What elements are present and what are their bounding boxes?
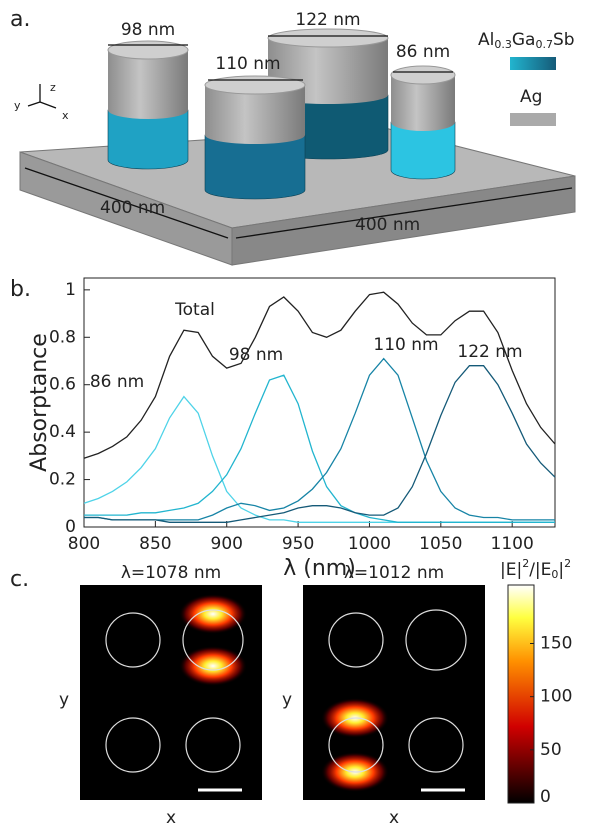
x-axis-label: λ (nm) — [283, 556, 356, 581]
series-label: 110 nm — [373, 335, 438, 355]
substrate-right — [231, 175, 576, 266]
cylinder-lower — [107, 109, 189, 170]
x-tick-label: 900 — [211, 534, 243, 554]
metal-label: Ag — [520, 87, 542, 107]
map-title: λ=1012 nm — [344, 563, 444, 583]
cylinder-lower — [390, 121, 456, 180]
resonator-outline — [182, 609, 244, 671]
resonator-outline — [328, 717, 384, 773]
text: /|E — [529, 560, 551, 580]
field-hotspot — [179, 646, 247, 686]
resonator-outline — [405, 609, 467, 671]
text: |E| — [500, 560, 522, 580]
diameter-label: 122 nm — [295, 10, 360, 30]
x-tick-label: 1000 — [348, 534, 391, 554]
colorbar-tick-label: 0 — [540, 787, 551, 807]
series-line — [83, 291, 556, 459]
y-tick-label: 0 — [65, 517, 76, 537]
series-line — [83, 395, 555, 523]
field-hotspot — [179, 594, 247, 634]
dimension-arrows — [24, 35, 573, 239]
diameter-label: 110 nm — [215, 54, 280, 74]
resonator-outline — [105, 612, 161, 668]
axis-label: z — [50, 81, 56, 94]
diameter-label: 98 nm — [121, 20, 175, 40]
map-title: λ=1078 nm — [121, 563, 221, 583]
x-tick-label: 950 — [282, 534, 314, 554]
x-tick-label: 1050 — [419, 534, 462, 554]
map-axis-label: x — [389, 808, 399, 828]
y-tick-label: 0.8 — [49, 327, 76, 347]
colorbar-tick-label: 50 — [540, 740, 562, 760]
x-tick-label: 850 — [139, 534, 171, 554]
text: 0 — [551, 568, 558, 581]
series-label: Total — [174, 300, 215, 320]
cylinder-upper — [391, 75, 455, 131]
diameter-label: 86 nm — [396, 42, 450, 62]
resonator-outline — [328, 612, 384, 668]
cylinder-lower — [204, 134, 306, 200]
series-line — [84, 374, 555, 523]
text: 2 — [522, 557, 529, 570]
y-tick-label: 0.2 — [49, 470, 76, 490]
panel-label: b. — [10, 277, 31, 302]
axis-label: y — [14, 99, 21, 112]
material-swatch — [510, 57, 556, 70]
text: Ga — [512, 30, 536, 50]
cylinder-top — [107, 40, 189, 60]
cylinder-top — [204, 75, 306, 95]
x-tick-label: 800 — [68, 534, 100, 554]
colorbar-tick-label: 150 — [540, 633, 572, 653]
axis-label: x — [62, 109, 69, 122]
cylinder-top — [267, 28, 389, 48]
series-line — [84, 365, 556, 523]
y-axis-label: Absorptance — [27, 333, 52, 472]
colorbar-label: |E|2/|E0|2 — [500, 557, 571, 581]
width-label: 400 nm — [355, 215, 420, 235]
cylinder-top — [390, 65, 456, 85]
text: Sb — [553, 30, 575, 50]
series-line — [84, 357, 555, 521]
text: Al — [478, 30, 494, 50]
text: 0.7 — [535, 38, 553, 51]
series-label: 122 nm — [457, 342, 522, 362]
y-tick-label: 0.4 — [49, 422, 76, 442]
y-tick-label: 0.6 — [49, 375, 76, 395]
resonator-outline — [105, 717, 161, 773]
cylinder-upper — [108, 50, 188, 119]
series-label: 98 nm — [229, 345, 283, 365]
panel-label: a. — [10, 7, 30, 32]
metal-swatch — [510, 113, 556, 126]
x-tick-label: 1100 — [491, 534, 534, 554]
map-axis-label: x — [166, 808, 176, 828]
y-tick-label: 1 — [65, 280, 76, 300]
colorbar — [507, 584, 535, 804]
resonator-outline — [408, 717, 464, 773]
width-label: 400 nm — [100, 198, 165, 218]
plot-frame — [83, 277, 556, 528]
cylinder-upper — [205, 85, 305, 144]
text: 2 — [564, 557, 571, 570]
material-label: Al0.3Ga0.7Sb — [478, 30, 575, 51]
panel-label: c. — [10, 567, 29, 592]
line-chart: 0 0.2 0.4 0.6 0.8 1 800 850 900 950 1000 1050 1100 λ … — [27, 277, 556, 581]
map-axis-label: y — [282, 690, 292, 710]
resonator-outline — [185, 717, 241, 773]
colorbar-tick-label: 100 — [540, 687, 572, 707]
text: 0.3 — [494, 38, 512, 51]
map-axis-label: y — [59, 690, 69, 710]
text: | — [558, 560, 564, 580]
series-label: 86 nm — [90, 372, 144, 392]
